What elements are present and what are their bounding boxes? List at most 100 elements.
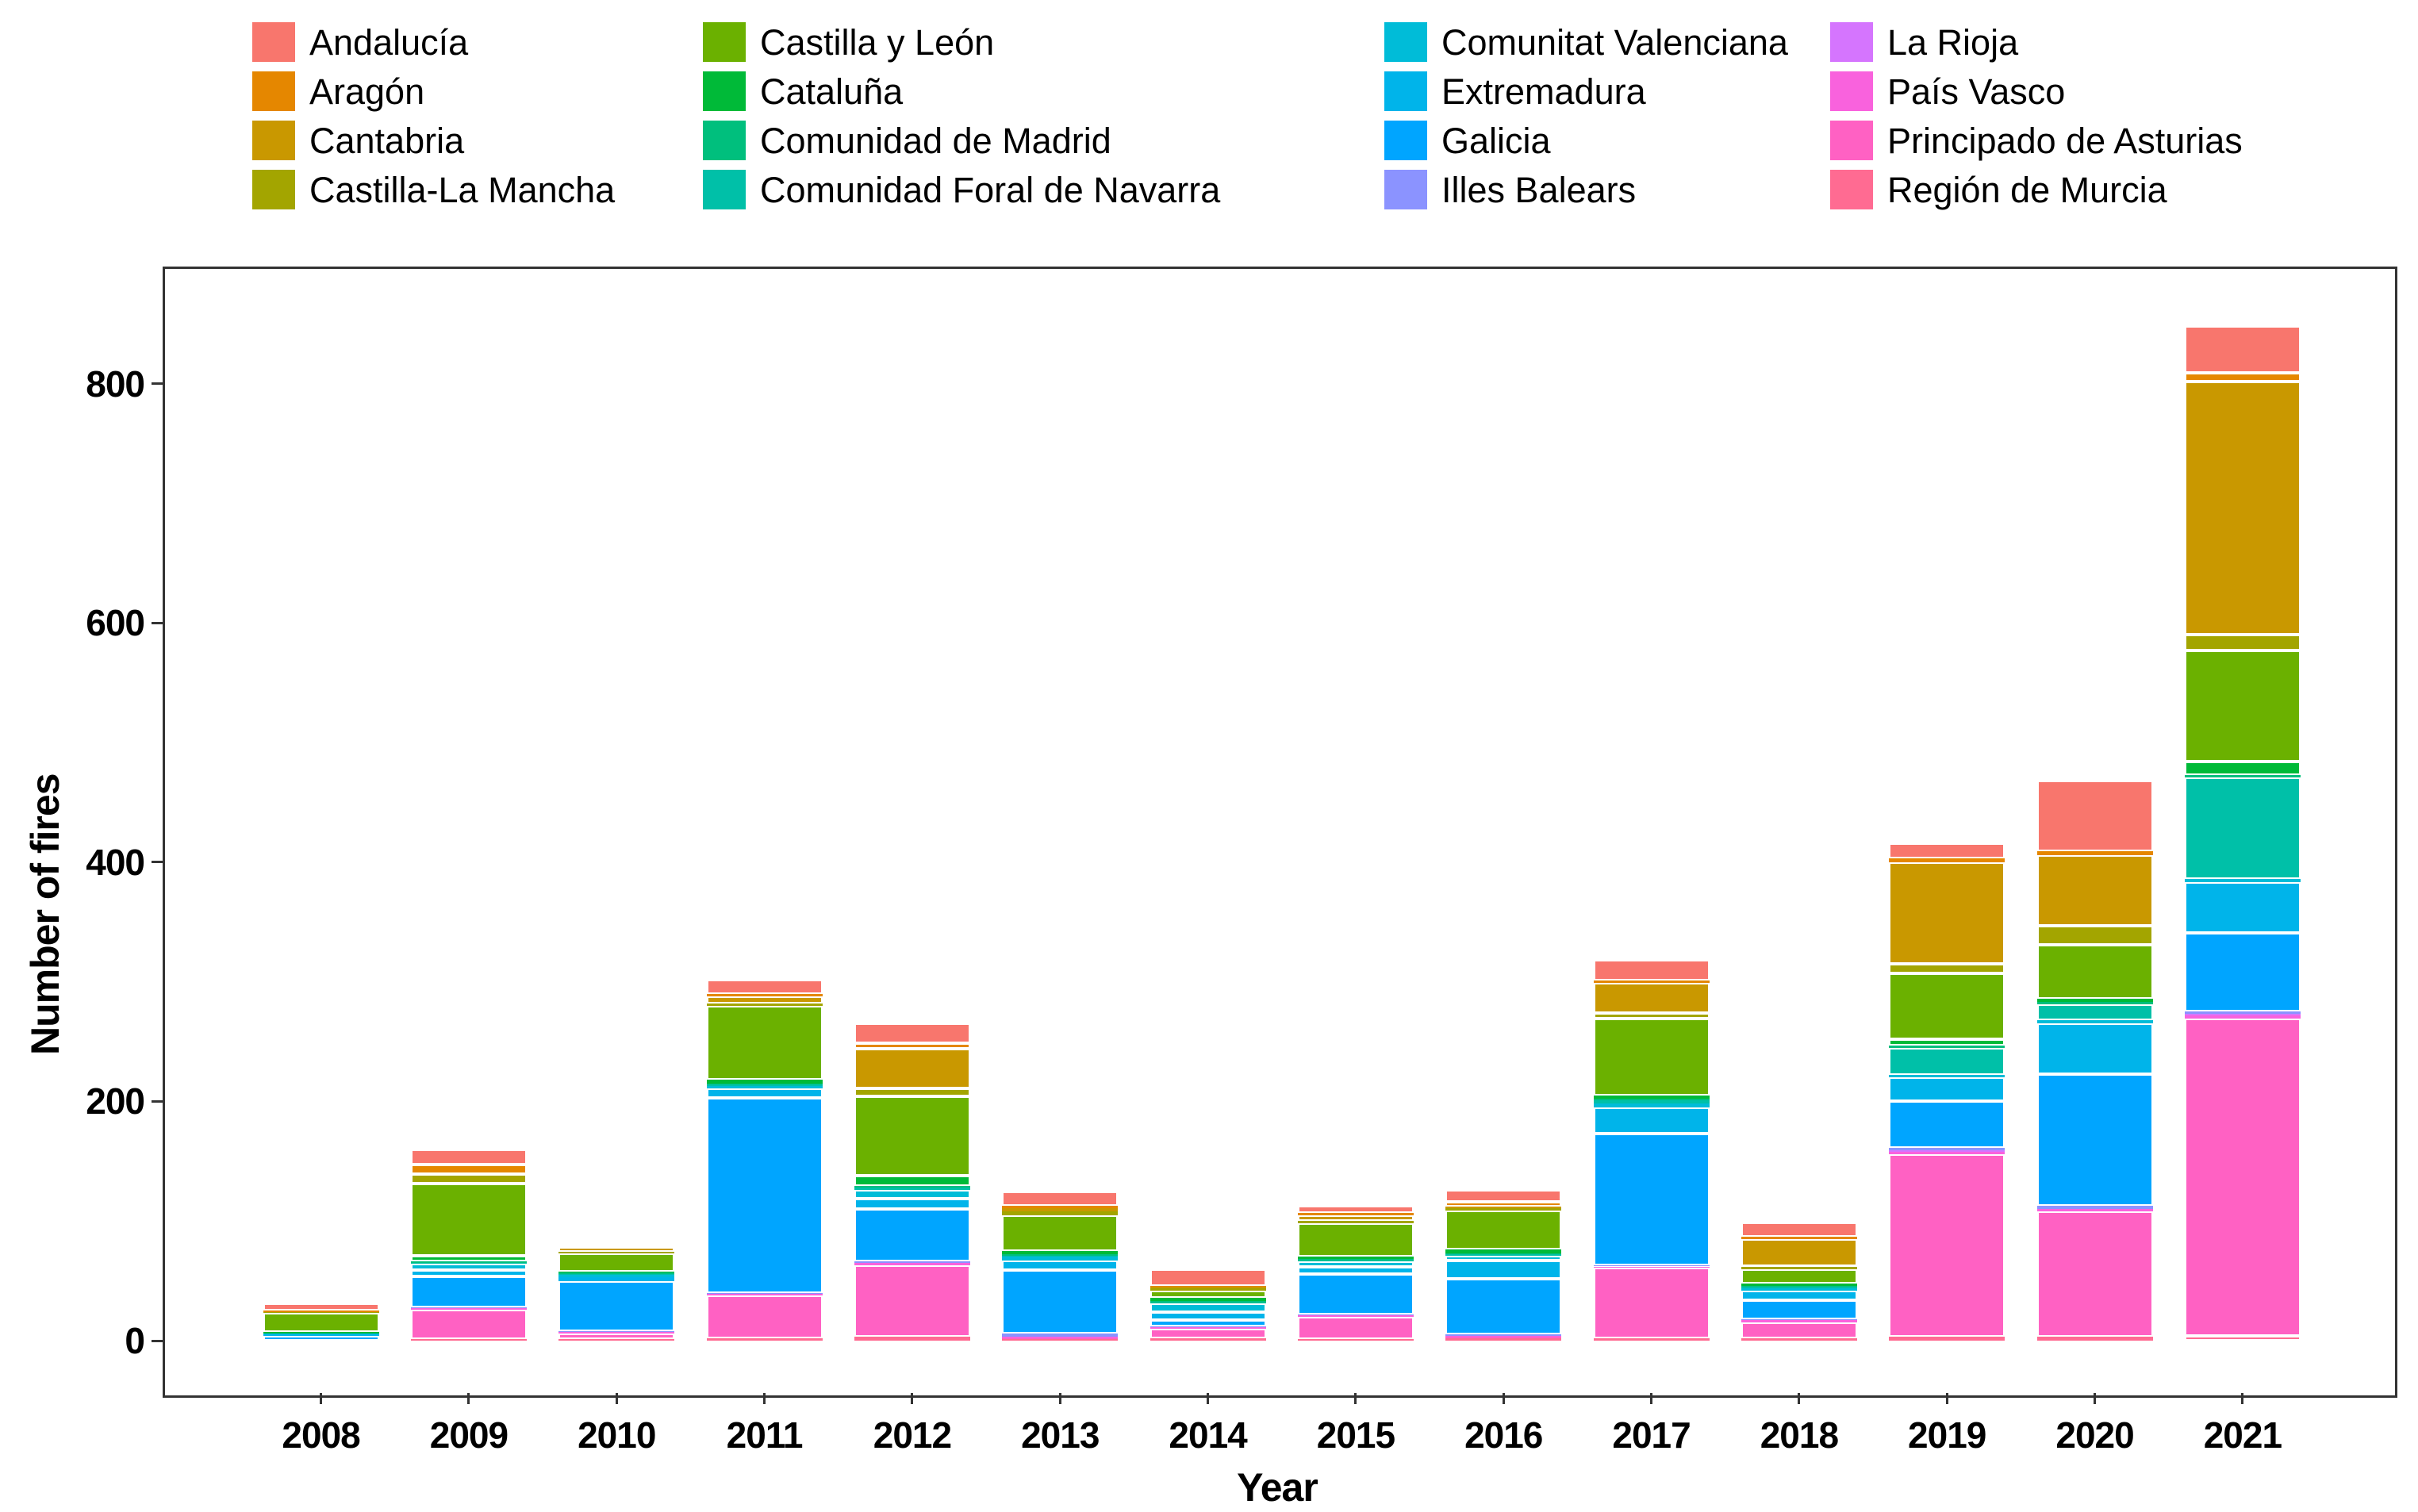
y-tick-mark xyxy=(152,621,163,624)
bar-segment xyxy=(2184,650,2301,762)
bar-segment xyxy=(1741,1318,1857,1321)
bar-segment xyxy=(854,1187,970,1190)
bar-segment xyxy=(706,1085,823,1088)
bar-segment xyxy=(1002,1211,1119,1215)
legend-swatch-icon xyxy=(1830,71,1873,111)
bar-segment xyxy=(2036,1209,2153,1212)
bar-segment xyxy=(558,1339,675,1341)
bar-segment xyxy=(706,979,823,994)
y-axis-title: Number of fires xyxy=(23,773,67,1055)
bar-segment xyxy=(1150,1302,1266,1304)
bar-segment xyxy=(1741,1222,1857,1237)
bar-segment xyxy=(1445,1207,1562,1208)
bar-segment xyxy=(1445,1335,1562,1337)
bar-segment xyxy=(1593,1099,1710,1100)
x-tick-mark xyxy=(1354,1393,1357,1404)
legend-label: Castilla y León xyxy=(760,22,995,63)
bar-segment xyxy=(410,1261,527,1263)
x-tick-mark xyxy=(467,1393,470,1404)
bar-segment xyxy=(2184,762,2301,775)
bar-segment xyxy=(1889,858,2005,862)
bar-segment xyxy=(1889,1075,2005,1078)
bar-segment xyxy=(706,1080,823,1084)
x-tick-mark xyxy=(2094,1393,2097,1404)
bar-segment xyxy=(706,1005,823,1080)
bar-segment xyxy=(1297,1257,1414,1260)
bar-segment xyxy=(1002,1337,1119,1338)
bar-segment xyxy=(1741,1236,1857,1239)
bar-segment xyxy=(854,1042,970,1050)
x-tick-label: 2018 xyxy=(1760,1414,1839,1456)
bar-segment xyxy=(854,1186,970,1188)
bar-segment xyxy=(1889,1150,2005,1152)
bar-segment xyxy=(1150,1328,1266,1338)
bar-segment xyxy=(2184,381,2301,635)
legend-swatch-icon xyxy=(1384,121,1427,160)
bar-segment xyxy=(558,1273,675,1276)
bar-segment xyxy=(558,1247,675,1253)
bar-segment xyxy=(854,1049,970,1088)
bar-segment xyxy=(854,1096,970,1176)
bar-segment xyxy=(854,1198,970,1210)
bar-segment xyxy=(2036,1019,2153,1024)
legend-swatch-icon xyxy=(1830,170,1873,209)
bar-segment xyxy=(1150,1337,1266,1341)
bar-segment xyxy=(1297,1314,1414,1316)
bar-segment xyxy=(1445,1253,1562,1255)
x-tick-label: 2009 xyxy=(429,1414,509,1456)
bar-segment xyxy=(1741,1299,1857,1319)
bar-segment xyxy=(410,1276,527,1307)
x-tick-mark xyxy=(2241,1393,2244,1404)
bar-segment xyxy=(2036,998,2153,1003)
bar-segment xyxy=(1593,1107,1710,1134)
bar-segment xyxy=(1741,1337,1857,1341)
bar-segment xyxy=(1002,1339,1119,1341)
bar-segment xyxy=(1593,1134,1710,1265)
legend-label: Principado de Asturias xyxy=(1887,121,2243,161)
bar-segment xyxy=(1002,1250,1119,1255)
bar-segment xyxy=(706,1292,823,1295)
bar-segment xyxy=(410,1262,527,1264)
bar-segment xyxy=(1593,1264,1710,1267)
bar-segment xyxy=(1297,1212,1414,1215)
x-tick-mark xyxy=(615,1393,618,1404)
bar-segment xyxy=(1445,1337,1562,1338)
bar-segment xyxy=(1002,1270,1119,1334)
bar-segment xyxy=(1593,1337,1710,1341)
bar-segment xyxy=(1150,1327,1266,1329)
legend-swatch-icon xyxy=(1384,22,1427,62)
bar-segment xyxy=(1297,1266,1414,1274)
bar-segment xyxy=(558,1333,675,1340)
bar-segment xyxy=(263,1303,379,1311)
bar-segment xyxy=(2184,1014,2301,1015)
bar-segment xyxy=(1297,1215,1414,1222)
bar-segment xyxy=(854,1088,970,1097)
legend-label: Extremadura xyxy=(1441,71,1646,112)
bar-segment xyxy=(263,1332,379,1334)
bar-segment xyxy=(2184,774,2301,777)
bar-segment xyxy=(1297,1205,1414,1213)
x-tick-mark xyxy=(1798,1393,1801,1404)
bar-segment xyxy=(1741,1287,1857,1288)
bar-segment xyxy=(1889,1148,2005,1151)
y-tick-mark xyxy=(152,382,163,386)
bar-segment xyxy=(854,1264,970,1337)
bar-segment xyxy=(1002,1207,1119,1212)
bar-segment xyxy=(1593,1099,1710,1104)
x-tick-label: 2015 xyxy=(1316,1414,1395,1456)
bar-segment xyxy=(1889,1101,2005,1149)
x-tick-mark xyxy=(1207,1393,1210,1404)
bar-segment xyxy=(854,1209,970,1262)
legend-label: Illes Balears xyxy=(1441,170,1637,210)
bar-segment xyxy=(2184,373,2301,382)
bar-segment xyxy=(706,1097,823,1293)
x-tick-label: 2010 xyxy=(578,1414,656,1456)
bar-segment xyxy=(706,1084,823,1086)
bar-segment xyxy=(2036,854,2153,926)
bar-segment xyxy=(2184,635,2301,650)
bar-segment xyxy=(1593,983,1710,1013)
x-tick-mark xyxy=(1502,1393,1505,1404)
bar-segment xyxy=(1297,1273,1414,1314)
bar-segment xyxy=(558,1253,675,1272)
bar-segment xyxy=(1889,1153,2005,1337)
